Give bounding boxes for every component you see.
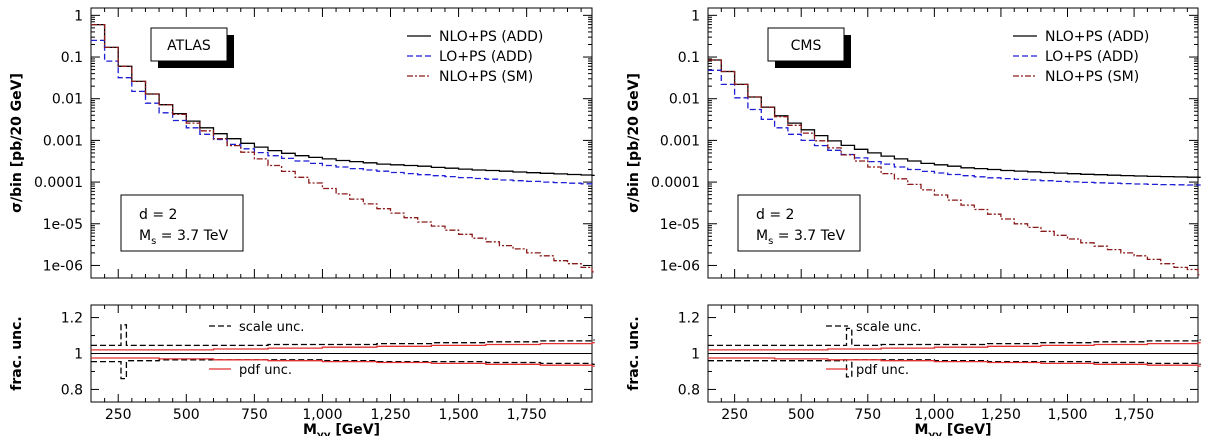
- y-tick-label: 1: [691, 8, 700, 24]
- legend-label: NLO+PS (ADD): [1045, 29, 1149, 45]
- y-tick-label: 0.0001: [34, 175, 83, 191]
- experiment-label: ATLAS: [167, 38, 211, 54]
- legend-label: NLO+PS (SM): [439, 69, 533, 85]
- y-tick-label: 0.1: [678, 50, 700, 66]
- legend-label: LO+PS (ADD): [439, 49, 533, 65]
- x-tick-label: 1,250: [370, 407, 410, 423]
- x-tick-label: 1,250: [981, 407, 1021, 423]
- series-line: [708, 69, 1201, 186]
- x-axis-label-unit: [GeV]: [331, 422, 381, 436]
- series-line: [708, 59, 1201, 276]
- series-line: [708, 59, 1201, 178]
- y-tick-label: 1: [74, 347, 83, 363]
- parameter-ms-value: = 3.7 TeV: [773, 228, 845, 244]
- label-box: [150, 27, 228, 62]
- x-tick-label: 1,000: [302, 407, 342, 423]
- y-tick-label: 0.001: [660, 133, 700, 149]
- x-tick-label: 1,500: [1047, 407, 1087, 423]
- label-box: [767, 27, 845, 62]
- y-tick-label: 1e-05: [43, 217, 83, 233]
- parameter-box: [737, 194, 861, 252]
- band-upper: [708, 327, 1201, 347]
- legend-label: scale unc.: [239, 320, 304, 335]
- x-tick-label: 250: [721, 407, 748, 423]
- y-axis-label: frac. unc.: [9, 316, 25, 390]
- y-axis-label: σ/bin [pb/20 GeV]: [626, 73, 642, 213]
- legend-label: pdf unc.: [856, 363, 909, 378]
- x-tick-label: 1,500: [439, 407, 479, 423]
- x-tick-label: 250: [105, 407, 132, 423]
- y-tick-label: 0.8: [678, 382, 700, 398]
- series-line: [91, 23, 595, 177]
- experiment-label: CMS: [791, 38, 822, 54]
- band-lower: [708, 357, 1201, 367]
- x-tick-label: 1,750: [507, 407, 547, 423]
- y-tick-label: 1e-05: [660, 217, 700, 233]
- legend-label: LO+PS (ADD): [1045, 49, 1139, 65]
- x-axis-label-subscript: γγ: [317, 430, 331, 436]
- parameter-d: d = 2: [756, 207, 794, 223]
- y-tick-label: 1: [691, 347, 700, 363]
- x-tick-label: 750: [241, 407, 268, 423]
- ratio-panel-cms: 0.8 1 1.2 250 500 750 1,000 1,250 1,500 1,750 scal…: [626, 304, 1201, 436]
- y-tick-label: 1: [74, 8, 83, 24]
- y-axis-label: frac. unc.: [626, 316, 642, 390]
- y-tick-label: 1.2: [678, 311, 700, 327]
- legend-label: NLO+PS (ADD): [439, 29, 543, 45]
- parameter-ms-symbol: M: [756, 228, 768, 244]
- y-axis-label: σ/bin [pb/20 GeV]: [9, 73, 25, 213]
- legend-label: NLO+PS (SM): [1045, 69, 1139, 85]
- parameter-ms-subscript: s: [768, 236, 773, 247]
- y-tick-label: 0.01: [669, 92, 700, 108]
- y-tick-label: 1e-06: [43, 258, 83, 274]
- series-line: [91, 23, 595, 273]
- band-lower: [91, 359, 595, 380]
- parameter-ms: Ms = 3.7 TeV: [756, 228, 845, 247]
- x-axis-label: Mγγ [GeV]: [914, 422, 991, 436]
- main-panel-atlas: 1 0.1 0.01 0.001 0.0001 1e-05 1e-06 σ/bin [pb/2…: [9, 7, 595, 279]
- main-panel-cms: 1 0.1 0.01 0.001 0.0001 1e-05 1e-06 σ/bin [pb/2…: [626, 7, 1201, 279]
- ratio-panel-atlas: 0.8 1 1.2 250 500 750 1,000 1,250 1,500 1,750 scal…: [9, 304, 595, 436]
- x-axis-label-symbol: M: [303, 422, 317, 436]
- parameter-ms: Ms = 3.7 TeV: [139, 228, 228, 247]
- y-tick-label: 1e-06: [660, 258, 700, 274]
- x-tick-label: 750: [854, 407, 881, 423]
- parameter-ms-subscript: s: [151, 236, 156, 247]
- parameter-box: [120, 194, 244, 252]
- parameter-ms-value: = 3.7 TeV: [156, 228, 228, 244]
- y-tick-label: 0.001: [43, 133, 83, 149]
- parameter-d: d = 2: [139, 207, 177, 223]
- series-line: [91, 39, 595, 185]
- x-tick-label: 500: [788, 407, 815, 423]
- x-axis-label-unit: [GeV]: [942, 422, 992, 436]
- x-tick-label: 1,750: [1114, 407, 1154, 423]
- x-tick-label: 500: [173, 407, 200, 423]
- y-tick-label: 0.0001: [651, 175, 700, 191]
- y-tick-label: 0.8: [61, 382, 83, 398]
- parameter-ms-symbol: M: [139, 228, 151, 244]
- x-axis-label-symbol: M: [914, 422, 928, 436]
- band-upper: [708, 342, 1201, 351]
- legend-label: scale unc.: [856, 320, 921, 335]
- y-tick-label: 0.01: [52, 92, 83, 108]
- y-tick-label: 0.1: [61, 50, 83, 66]
- x-axis-label: Mγγ [GeV]: [303, 422, 380, 436]
- x-tick-label: 1,000: [914, 407, 954, 423]
- band-lower: [91, 357, 595, 367]
- legend-label: pdf unc.: [239, 363, 292, 378]
- x-axis-label-subscript: γγ: [928, 430, 942, 436]
- y-tick-label: 1.2: [61, 311, 83, 327]
- band-upper: [91, 324, 595, 347]
- band-upper: [91, 342, 595, 351]
